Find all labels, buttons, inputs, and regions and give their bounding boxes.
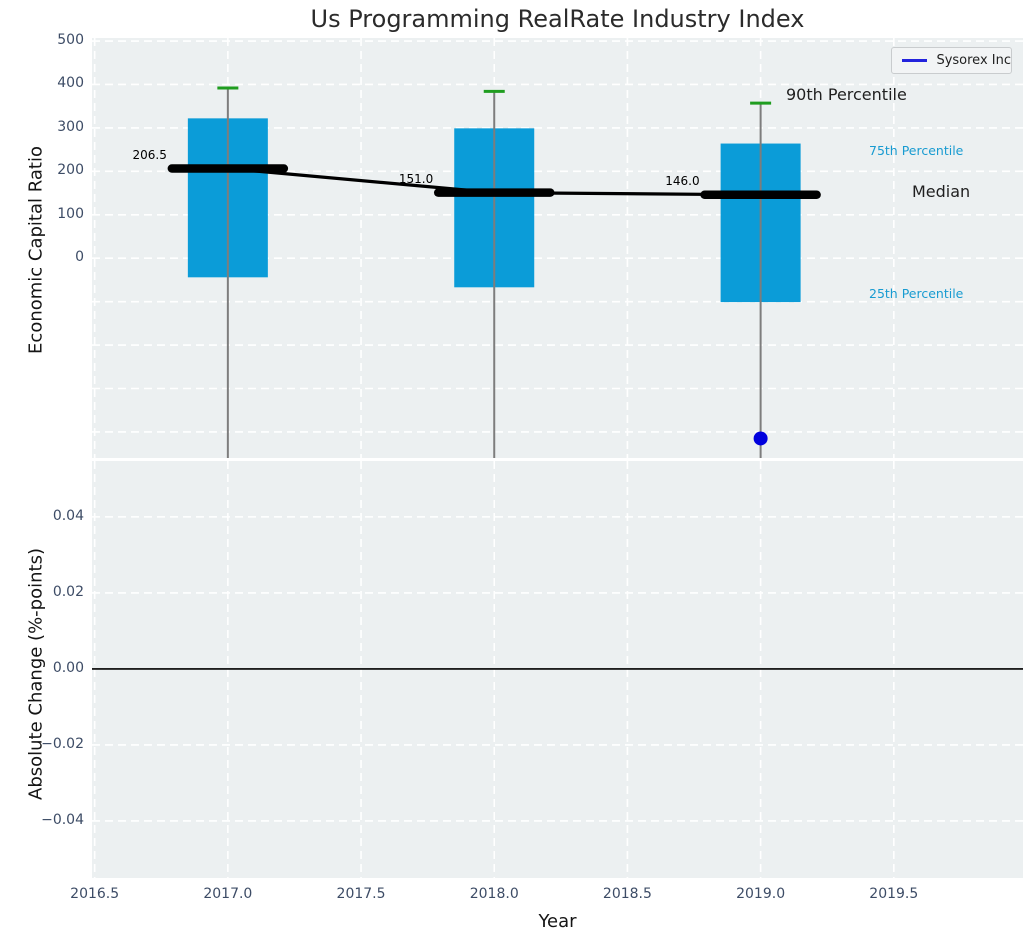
x-tick-label: 2018.0: [469, 886, 519, 902]
x-tick-label: 2017.0: [203, 886, 253, 902]
top-axes: [92, 38, 1023, 458]
x-tick-label: 2017.5: [336, 886, 386, 902]
chart-title: Us Programming RealRate Industry Index: [310, 5, 805, 33]
x-tick-label: 2019.5: [869, 886, 919, 902]
bottom-plot-canvas: [92, 461, 1023, 878]
annotation-75th-percentile: 75th Percentile: [869, 143, 964, 158]
annotation-90th-percentile: 90th Percentile: [786, 85, 907, 104]
median-value-label: 151.0: [398, 171, 434, 186]
annotation-25th-percentile: 25th Percentile: [869, 286, 964, 301]
x-tick-label: 2019.0: [736, 886, 786, 902]
top-y-tick-label: 500: [57, 32, 84, 49]
top-plot-canvas: [92, 38, 1023, 458]
bottom-y-tick-label: 0.00: [52, 659, 84, 676]
top-y-tick-label: 200: [57, 162, 84, 179]
top-y-tick-label: 300: [57, 118, 84, 135]
x-axis-label: Year: [538, 911, 577, 932]
x-tick-label: 2018.5: [602, 886, 652, 902]
sysorex-data-point: [753, 431, 768, 446]
legend-label: Sysorex Inc: [936, 53, 1011, 68]
x-tick-label: 2016.5: [70, 886, 120, 902]
bottom-y-tick-label: −0.02: [41, 735, 84, 752]
median-value-label: 206.5: [132, 147, 167, 162]
top-y-tick-label: 0: [75, 249, 84, 266]
top-y-tick-label: 100: [57, 205, 84, 222]
legend: Sysorex Inc: [891, 47, 1012, 74]
annotation-median: Median: [912, 182, 971, 201]
bottom-y-tick-label: −0.04: [41, 811, 84, 828]
top-y-tick-label: 400: [57, 75, 84, 92]
median-value-label: 146.0: [665, 173, 700, 188]
legend-line-sample: [902, 59, 928, 62]
bottom-y-tick-label: 0.02: [52, 583, 84, 600]
bottom-y-tick-label: 0.04: [52, 507, 84, 524]
bottom-axes: [92, 461, 1023, 878]
